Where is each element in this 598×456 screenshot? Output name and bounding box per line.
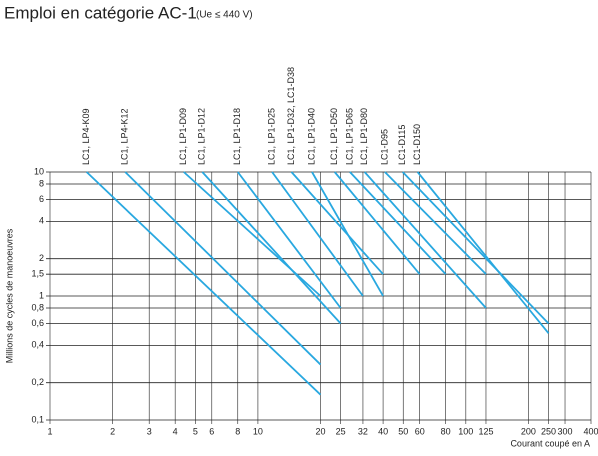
x-tick-label: 80 bbox=[441, 426, 451, 436]
series-line bbox=[402, 171, 550, 325]
series-label: LC1, LP4-K12 bbox=[120, 108, 130, 165]
y-tick-label: 0,2 bbox=[31, 377, 44, 387]
x-tick-label: 300 bbox=[558, 426, 573, 436]
x-tick-label: 3 bbox=[147, 426, 152, 436]
series-line bbox=[384, 171, 487, 275]
x-tick-label: 6 bbox=[209, 426, 214, 436]
series-label: LC1, LP1-D40 bbox=[306, 108, 316, 165]
x-tick-label: 1 bbox=[47, 426, 52, 436]
series-label: LC1, LP1-D65 bbox=[344, 108, 354, 165]
y-tick-label: 10 bbox=[34, 166, 44, 176]
series-line bbox=[333, 171, 421, 275]
x-tick-label: 40 bbox=[378, 426, 388, 436]
series-line bbox=[124, 171, 322, 366]
series-line bbox=[290, 171, 384, 275]
series-line bbox=[311, 171, 384, 297]
x-tick-label: 10 bbox=[253, 426, 263, 436]
y-tick-label: 1,5 bbox=[31, 269, 44, 279]
series-label: LC1-D150 bbox=[412, 124, 422, 165]
y-tick-label: 1 bbox=[39, 290, 44, 300]
y-tick-label: 0,4 bbox=[31, 340, 44, 350]
x-tick-label: 50 bbox=[398, 426, 408, 436]
series-line bbox=[271, 171, 364, 297]
x-tick-label: 8 bbox=[235, 426, 240, 436]
series-label: LC1, LP1-D50 bbox=[329, 108, 339, 165]
series-label: LC1, LP1-D32, LC1-D38 bbox=[286, 67, 296, 165]
y-tick-label: 4 bbox=[39, 216, 44, 226]
series-label: LC1, LP1-D25 bbox=[266, 108, 276, 165]
series-line bbox=[363, 171, 487, 309]
x-tick-label: 125 bbox=[478, 426, 493, 436]
x-tick-label: 60 bbox=[415, 426, 425, 436]
y-tick-label: 0,1 bbox=[31, 414, 44, 424]
x-tick-label: 100 bbox=[458, 426, 473, 436]
x-tick-label: 400 bbox=[583, 426, 598, 436]
x-tick-label: 20 bbox=[315, 426, 325, 436]
series-line bbox=[201, 171, 342, 325]
y-tick-label: 0,8 bbox=[31, 302, 44, 312]
y-tick-label: 2 bbox=[39, 253, 44, 263]
y-tick-label: 8 bbox=[39, 178, 44, 188]
series-label: LC1-D115 bbox=[397, 125, 407, 165]
series-line bbox=[349, 171, 447, 275]
x-tick-label: 250 bbox=[541, 426, 556, 436]
y-axis-label: Millions de cycles de manoeuvres bbox=[4, 228, 14, 363]
series-line bbox=[85, 171, 322, 396]
series-line bbox=[416, 171, 550, 334]
series-label: LC1, LP1-D80 bbox=[359, 108, 369, 165]
series-label: LC1, LP1-D18 bbox=[232, 108, 242, 165]
y-tick-label: 0,6 bbox=[31, 318, 44, 328]
x-axis-label: Courant coupé en A bbox=[510, 438, 590, 448]
y-tick-label: 6 bbox=[39, 194, 44, 204]
series-label: LC1, LP4-K09 bbox=[81, 108, 91, 165]
x-tick-label: 4 bbox=[173, 426, 178, 436]
x-tick-label: 32 bbox=[358, 426, 368, 436]
series-line bbox=[237, 171, 342, 309]
chart-subtitle: (Ue ≤ 440 V) bbox=[196, 10, 253, 21]
x-tick-label: 25 bbox=[336, 426, 346, 436]
chart-title: Emploi en catégorie AC-1 bbox=[4, 3, 197, 22]
x-tick-label: 2 bbox=[110, 426, 115, 436]
series-label: LC1-D95 bbox=[379, 129, 389, 165]
series-label: LC1, LP1-D09 bbox=[178, 108, 188, 165]
x-tick-label: 200 bbox=[521, 426, 536, 436]
series-label: LC1, LP1-D12 bbox=[197, 108, 207, 165]
x-tick-label: 5 bbox=[193, 426, 198, 436]
